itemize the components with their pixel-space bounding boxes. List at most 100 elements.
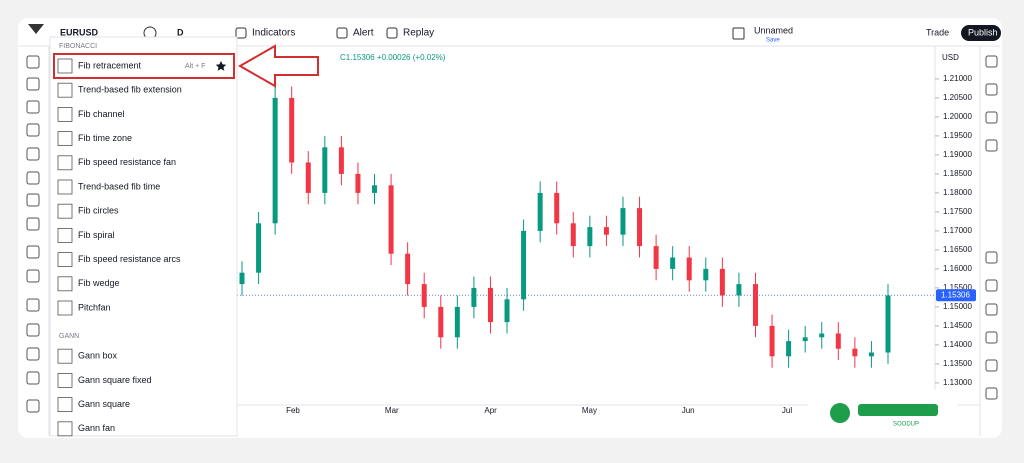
highlight-box — [53, 53, 235, 79]
menu-item[interactable]: Pitchfan — [78, 302, 111, 312]
tool-icon[interactable] — [26, 217, 40, 231]
tool-icon[interactable] — [26, 371, 40, 385]
drawing-menu — [49, 36, 238, 437]
menu-item-icon — [57, 155, 73, 171]
menu-item[interactable]: Fib retracement — [78, 60, 142, 70]
candle-body — [438, 306, 444, 338]
side-icon[interactable] — [985, 139, 998, 152]
candle-body — [554, 192, 560, 224]
candle-body — [852, 348, 858, 357]
candle-body — [289, 97, 295, 163]
side-icon[interactable] — [985, 359, 998, 372]
chart-legend: C1.15306 +0.00026 (+0.02%) — [340, 53, 446, 62]
toolbar-icon — [235, 27, 247, 39]
toolbar-button[interactable]: Alert — [353, 28, 374, 39]
tool-icon[interactable] — [26, 323, 40, 337]
menu-item-icon — [57, 300, 73, 316]
y-tick-label: 1.15500 — [943, 283, 972, 292]
candle-body — [305, 162, 311, 193]
candle-body — [686, 257, 692, 281]
logo-mark — [28, 24, 44, 34]
menu-item[interactable]: Fib speed resistance fan — [78, 157, 176, 167]
y-tick-label: 1.17500 — [943, 207, 972, 216]
candle-body — [819, 333, 825, 338]
tool-icon[interactable] — [26, 399, 40, 413]
y-tick-label: 1.16500 — [943, 245, 972, 254]
tool-icon[interactable] — [26, 55, 40, 69]
menu-item[interactable]: Gann square — [78, 399, 130, 409]
menu-item[interactable]: Fib time zone — [78, 133, 132, 143]
interval[interactable]: D — [177, 27, 184, 37]
side-icon[interactable] — [985, 279, 998, 292]
candle-body — [719, 268, 725, 296]
menu-item[interactable]: Fib channel — [78, 109, 125, 119]
toolbar-button[interactable]: Replay — [403, 28, 434, 39]
menu-item[interactable]: Gann fan — [78, 423, 115, 433]
side-icon[interactable] — [985, 55, 998, 68]
pointer-arrow — [237, 44, 319, 88]
tool-icon[interactable] — [26, 171, 40, 185]
side-icon[interactable] — [985, 303, 998, 316]
candle-body — [603, 227, 609, 235]
tool-icon[interactable] — [26, 269, 40, 283]
last-price-label: 1.15306 — [941, 290, 970, 299]
tool-icon[interactable] — [26, 77, 40, 91]
y-tick-label: 1.14000 — [943, 340, 972, 349]
menu-item[interactable]: Gann box — [78, 351, 118, 361]
candle-body — [587, 227, 593, 247]
symbol[interactable]: EURUSD — [60, 27, 99, 37]
menu-item[interactable]: Fib spiral — [78, 230, 115, 240]
favorite-star[interactable] — [215, 61, 227, 71]
side-icon[interactable] — [985, 331, 998, 344]
candle-body — [322, 147, 328, 193]
y-tick-label: 1.18000 — [943, 188, 972, 197]
x-tick-label: May — [582, 406, 597, 415]
menu-item[interactable]: Fib speed resistance arcs — [78, 254, 181, 264]
menu-item[interactable]: Trend-based fib extension — [78, 85, 182, 95]
x-tick-label: Apr — [484, 406, 497, 415]
candle-body — [504, 299, 510, 323]
candle-body — [471, 287, 477, 307]
side-icon[interactable] — [985, 83, 998, 96]
candle-body — [239, 272, 245, 285]
menu-item-icon — [57, 252, 73, 268]
tool-icon[interactable] — [26, 347, 40, 361]
y-tick-label: 1.20500 — [943, 93, 972, 102]
watermark-shape — [858, 404, 938, 416]
tool-icon[interactable] — [26, 147, 40, 161]
toolbar-button[interactable]: Indicators — [252, 28, 295, 39]
layout-icon — [732, 27, 745, 40]
tool-icon[interactable] — [26, 193, 40, 207]
tool-icon[interactable] — [26, 100, 40, 114]
candle-body — [885, 295, 891, 353]
menu-item-icon — [57, 82, 73, 98]
menu-item-icon — [57, 372, 73, 388]
tool-icon[interactable] — [26, 123, 40, 137]
y-tick-label: 1.13500 — [943, 359, 972, 368]
candle-body — [637, 208, 643, 247]
menu-item[interactable]: Fib circles — [78, 206, 119, 216]
candle-body — [521, 230, 527, 300]
y-tick-label: 1.17000 — [943, 226, 972, 235]
menu-item[interactable]: Gann square fixed — [78, 375, 152, 385]
toolbar-icon — [386, 27, 398, 39]
layout-name[interactable]: Unnamed — [754, 25, 793, 35]
menu-section-title: GANN — [59, 333, 79, 340]
menu-item-icon — [57, 348, 73, 364]
side-icon[interactable] — [985, 111, 998, 124]
trade-button[interactable]: Trade — [926, 27, 949, 37]
candle-body — [670, 257, 676, 269]
watermark-circle — [830, 403, 850, 423]
y-tick-label: 1.19500 — [943, 131, 972, 140]
tool-icon[interactable] — [26, 298, 40, 312]
tool-icon[interactable] — [26, 245, 40, 259]
side-icon[interactable] — [985, 387, 998, 400]
menu-item-icon — [57, 107, 73, 122]
publish-button[interactable]: Publish — [968, 27, 998, 37]
x-tick-label: Mar — [385, 406, 399, 415]
menu-item[interactable]: Fib wedge — [78, 278, 120, 288]
menu-item[interactable]: Trend-based fib time — [78, 181, 160, 191]
side-icon[interactable] — [985, 251, 998, 264]
y-tick-label: 1.20000 — [943, 112, 972, 121]
